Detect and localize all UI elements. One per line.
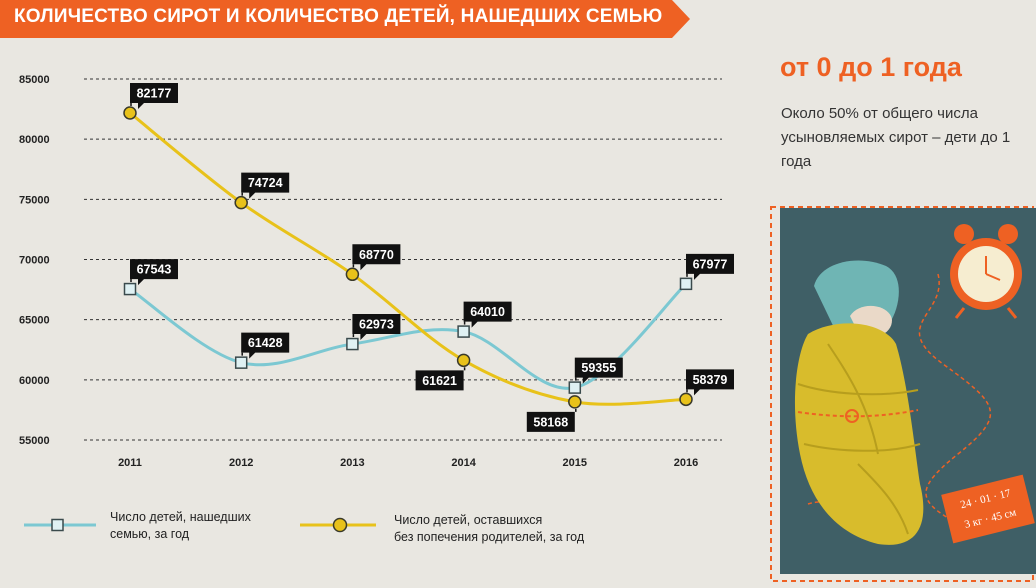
x-tick-label: 2016 [674, 457, 698, 469]
marker-adopted [346, 337, 359, 351]
y-tick-label: 55000 [19, 435, 50, 447]
line-chart: 55000 60000 65000 70000 75000 80000 85000 2011… [19, 74, 734, 544]
data-label-text: 64010 [470, 305, 505, 319]
baby-alarm-clock-icon: 24 · 01 · 17 3 кг · 45 см [770, 206, 1036, 582]
data-label: 74724 [241, 172, 290, 199]
legend-marker-adopted [51, 518, 64, 532]
marker-adopted [679, 277, 693, 291]
series-line-orphans [129, 111, 687, 406]
marker-orphans [568, 395, 582, 409]
data-label-text: 74724 [248, 176, 283, 190]
y-tick-label: 85000 [19, 74, 50, 86]
y-tick-label: 75000 [19, 194, 50, 206]
chart-grid [84, 78, 722, 441]
y-tick-label: 70000 [19, 255, 50, 267]
y-tick-label: 65000 [19, 315, 50, 327]
chart-markers [123, 106, 693, 409]
data-label-text: 59355 [581, 361, 616, 375]
data-label: 82177 [130, 82, 178, 109]
marker-adopted [234, 356, 248, 369]
legend-label-orphans: Число детей, оставшихся [394, 513, 542, 527]
x-tick-label: 2011 [118, 457, 142, 469]
legend-label-adopted: семью, за год [110, 527, 190, 541]
data-label: 61621 [415, 367, 466, 391]
data-label-text: 58168 [533, 415, 568, 429]
data-label: 61428 [241, 332, 290, 359]
data-label: 58379 [686, 369, 734, 396]
x-tick-label: 2012 [229, 457, 253, 469]
legend-label-orphans: без попечения родителей, за год [394, 530, 585, 544]
data-label: 62973 [352, 314, 401, 341]
data-label: 67543 [130, 259, 178, 286]
y-tick-label: 60000 [19, 375, 50, 387]
side-description: Около 50% от общего числа усыновляемых с… [781, 105, 1011, 170]
data-label: 67977 [686, 253, 734, 280]
marker-orphans [679, 392, 693, 407]
chart-legend: Число детей, нашедших семью, за год Число … [24, 510, 585, 544]
marker-adopted [457, 325, 470, 338]
data-label-text: 82177 [137, 86, 172, 100]
side-heading: от 0 до 1 года [780, 52, 962, 82]
legend-label-adopted: Число детей, нашедших [110, 510, 252, 524]
x-tick-label: 2013 [340, 457, 364, 469]
marker-orphans [123, 106, 137, 120]
title-banner [0, 0, 690, 38]
legend-marker-orphans [332, 517, 348, 533]
data-label-text: 61621 [422, 374, 457, 388]
data-label-text: 62973 [359, 318, 394, 332]
marker-orphans [456, 353, 471, 368]
data-label: 68770 [352, 244, 401, 271]
marker-orphans [345, 267, 360, 282]
y-tick-label: 80000 [19, 134, 50, 146]
data-label: 64010 [463, 301, 512, 328]
marker-orphans [234, 195, 248, 210]
chart-title: КОЛИЧЕСТВО СИРОТ И КОЛИЧЕСТВО ДЕТЕЙ, НАШ… [14, 6, 663, 27]
x-tick-label: 2014 [451, 457, 476, 469]
x-axis-ticks: 2011 2012 2013 2014 2015 2016 [118, 457, 698, 469]
marker-adopted [568, 381, 582, 394]
data-label-text: 68770 [359, 248, 394, 262]
data-label-text: 58379 [693, 373, 728, 387]
data-label-text: 61428 [248, 336, 283, 350]
data-label-text: 67543 [137, 263, 172, 277]
data-label: 59355 [574, 357, 623, 384]
data-label-text: 67977 [693, 257, 728, 271]
data-label: 58168 [526, 408, 577, 432]
data-labels: 67543 61428 62973 64010 59355 67977 82177 74724… [130, 82, 734, 432]
y-axis-ticks: 55000 60000 65000 70000 75000 80000 85000 [19, 74, 50, 447]
x-tick-label: 2015 [563, 457, 587, 469]
marker-adopted [123, 282, 137, 296]
